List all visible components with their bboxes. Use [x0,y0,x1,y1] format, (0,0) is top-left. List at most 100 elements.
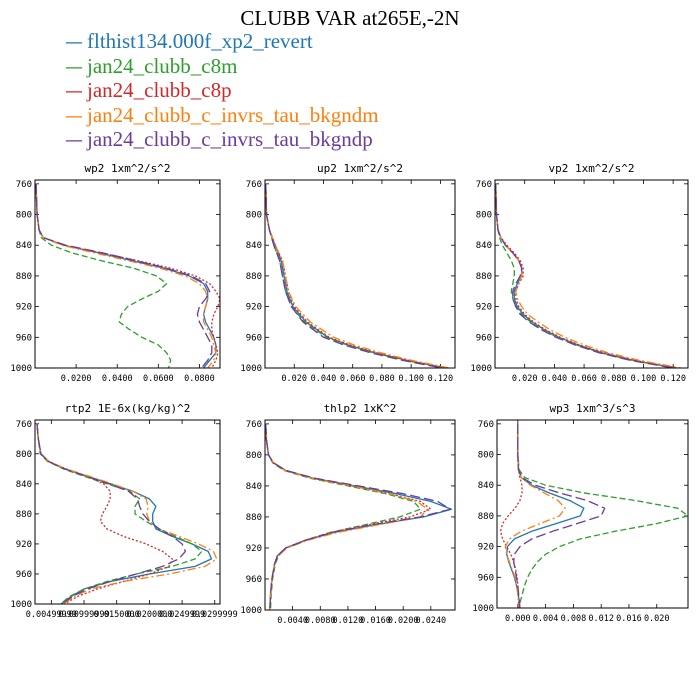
x-tick-label: 0.0299999 [192,610,238,620]
panel-title: wp2 1xm^2/s^2 [84,162,170,175]
y-tick-label: 840 [246,482,262,492]
panel: wp3 1xm^3/s^3 760 800 840 880 920 960 1000 0.000… [472,402,689,624]
series-line [499,423,523,608]
y-tick-label: 1000 [240,364,262,374]
legend-label: jan24_clubb_c_invrs_tau_bkgndm [87,102,379,127]
series-line [265,183,450,369]
series-line [265,183,447,369]
series-line [517,423,689,609]
panel: vp2 1xm^2/s^2 760 800 840 880 920 960 1000 0.020… [470,162,689,384]
plot-frame [34,179,221,369]
x-tick-label: 0.080 [369,374,395,384]
series-line [265,423,432,611]
y-tick-label: 920 [16,303,32,313]
y-tick-label: 1000 [470,364,492,374]
x-tick-label: 0.0200000 [126,610,172,620]
x-tick-label: 0.00999999 [58,610,109,620]
y-tick-label: 960 [16,333,32,343]
series-line [265,423,429,611]
x-tick-label: 0.0240 [415,616,446,626]
series-line [35,183,217,369]
series-line [35,183,221,369]
legend-item: — jan24_clubb_c8m [65,54,379,80]
x-tick-label: 0.000 [505,614,531,624]
series-line [504,423,566,609]
legend-label: jan24_clubb_c8p [87,78,232,102]
y-tick-label: 960 [16,570,32,580]
series-line [36,423,218,605]
y-tick-label: 1000 [240,606,262,616]
y-tick-label: 760 [246,420,262,430]
y-tick-label: 920 [478,543,494,553]
series-line [265,183,445,369]
x-tick-label: 0.0249999 [159,610,205,620]
y-tick-label: 840 [478,481,494,491]
x-tick-label: 0.0600 [143,374,174,384]
y-tick-label: 1000 [472,604,494,614]
panel-title: vp2 1xm^2/s^2 [548,162,634,175]
y-tick-label: 840 [476,241,492,251]
y-tick-label: 800 [16,211,32,221]
y-tick-label: 800 [246,451,262,461]
x-tick-label: 0.0200 [61,374,92,384]
y-tick-label: 760 [246,180,262,190]
y-tick-label: 960 [246,333,262,343]
y-tick-label: 880 [246,513,262,523]
y-tick-label: 800 [476,211,492,221]
panel: wp2 1xm^2/s^2 760 800 840 880 920 960 1000 0.020… [10,162,221,384]
legend-line-icon: — [65,130,83,151]
y-tick-label: 1000 [10,600,32,610]
panel: thlp2 1xK^276080084088092096010000.00400… [240,402,456,626]
legend-line-icon: — [65,81,83,102]
series-line [265,423,422,611]
x-tick-label: 0.040 [542,374,568,384]
series-line [35,183,213,369]
x-tick-label: 0.008 [561,614,587,624]
series-line [35,183,172,369]
y-tick-label: 960 [478,573,494,583]
y-tick-label: 920 [476,303,492,313]
x-tick-label: 0.016 [616,614,642,624]
legend-item: — jan24_clubb_c_invrs_tau_bkgndp [65,128,379,153]
x-tick-label: 0.020 [644,614,670,624]
x-tick-label: 0.0080 [305,616,336,626]
y-tick-label: 880 [16,272,32,282]
panel: up2 1xm^2/s^2 760 800 840 880 920 960 1000 0.020… [240,162,456,384]
series-line [36,423,187,605]
legend-line-icon: — [65,32,83,53]
y-tick-label: 840 [246,241,262,251]
series-line [495,183,681,369]
x-tick-label: 0.120 [428,374,454,384]
legend-item: — flthist134.000f_xp2_revert [65,30,379,55]
x-tick-label: 0.120 [660,374,686,384]
y-tick-label: 760 [16,420,32,430]
x-tick-label: 0.080 [601,374,627,384]
plot-frame [264,179,456,369]
plot-frame [34,419,221,605]
y-tick-label: 880 [478,512,494,522]
y-tick-label: 880 [246,272,262,282]
x-tick-label: 0.020 [281,374,307,384]
y-tick-label: 960 [246,575,262,585]
y-tick-label: 920 [246,544,262,554]
legend-line-icon: — [65,56,83,78]
series-line [36,423,203,605]
y-tick-label: 840 [16,241,32,251]
y-tick-label: 800 [16,450,32,460]
x-tick-label: 0.100 [631,374,657,384]
y-tick-label: 920 [16,540,32,550]
x-tick-label: 0.012 [588,614,614,624]
series-line [495,183,678,369]
plot-frame [496,419,689,609]
legend-item: — jan24_clubb_c_invrs_tau_bkgndm [65,102,379,129]
y-tick-label: 840 [16,480,32,490]
legend: — flthist134.000f_xp2_revert — jan24_clubb… [65,30,379,153]
x-tick-label: 0.004 [533,614,559,624]
panel: rtp2 1E-6x(kg/kg)^2 760 800 840 880 920 960 100… [10,402,237,620]
y-tick-label: 920 [246,303,262,313]
x-tick-label: 0.060 [571,374,597,384]
y-tick-label: 760 [478,420,494,430]
x-tick-label: 0.060 [340,374,366,384]
x-tick-label: 0.00499999 [26,610,77,620]
